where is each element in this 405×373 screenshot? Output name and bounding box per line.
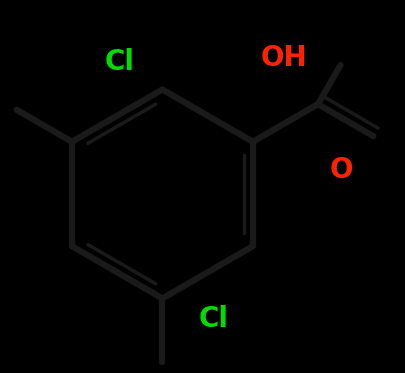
Text: Cl: Cl [198, 305, 228, 333]
Text: OH: OH [260, 44, 307, 72]
Text: Cl: Cl [104, 47, 134, 76]
Text: O: O [328, 156, 352, 184]
